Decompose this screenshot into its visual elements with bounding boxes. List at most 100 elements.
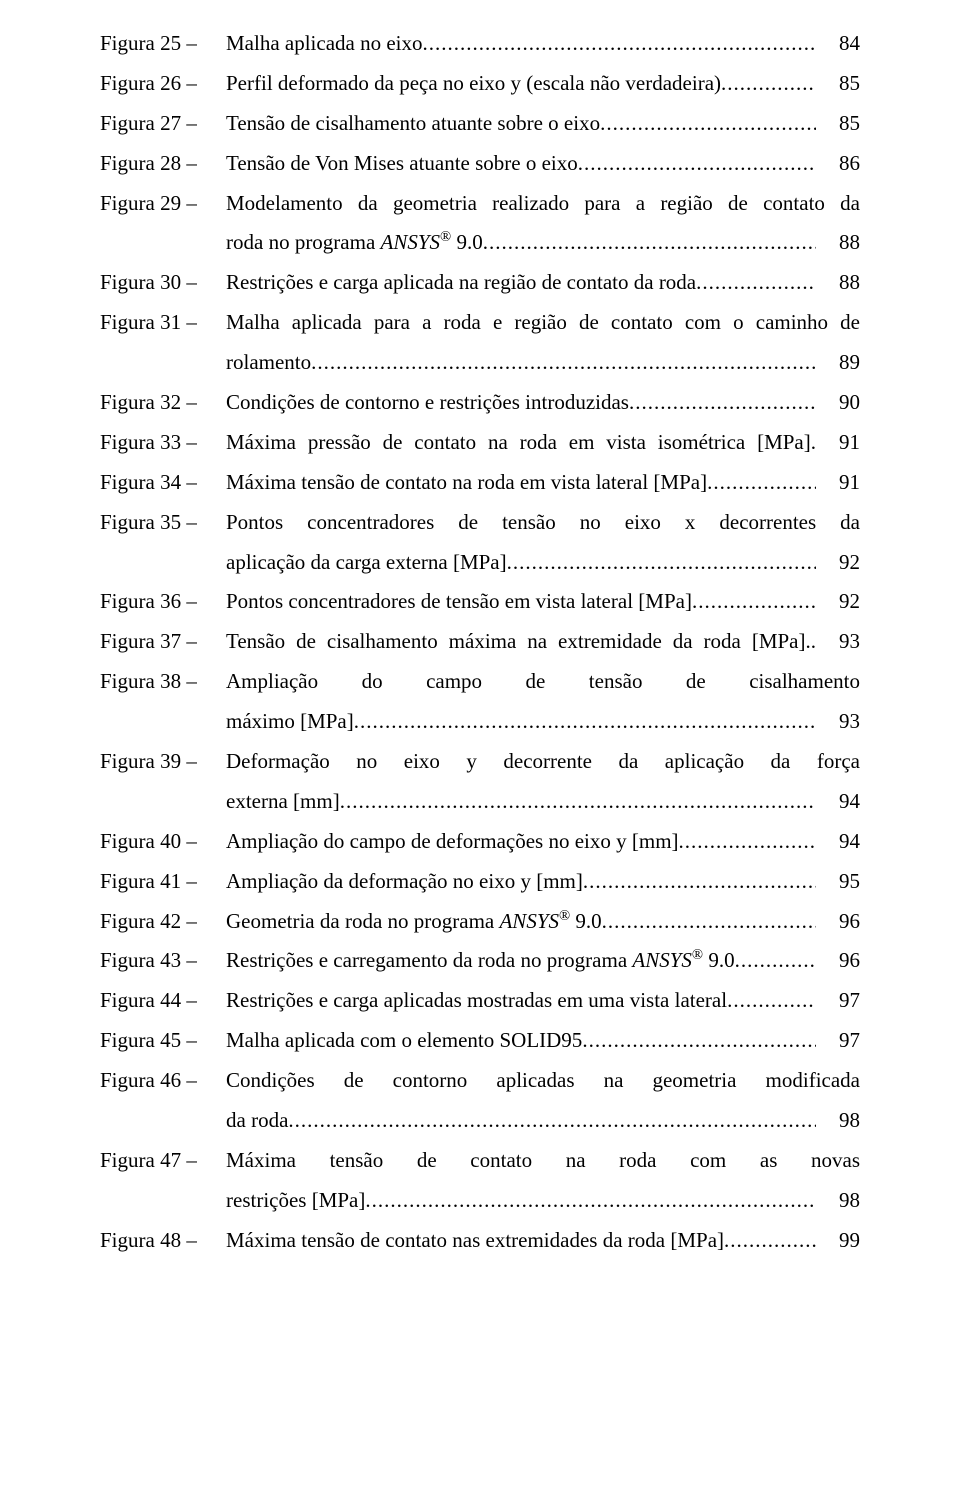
- figure-description: Malha aplicada no eixo: [226, 24, 816, 64]
- page-number: 97: [816, 1021, 860, 1061]
- page-number: 85: [816, 104, 860, 144]
- leader-dots: [340, 789, 816, 813]
- leader-dots: [629, 390, 816, 414]
- figure-label: Figura 31 –: [100, 303, 226, 343]
- page-number: 91: [816, 423, 860, 463]
- figure-description-line2: roda no programa ANSYS® 9.0: [226, 223, 816, 263]
- figure-description-line2: externa [mm]: [226, 782, 816, 822]
- figure-description: Restrições e carregamento da roda no pro…: [226, 941, 816, 981]
- figure-entry-cont: máximo [MPa]93: [100, 702, 860, 742]
- leader-dots: [578, 151, 816, 175]
- figure-entry: Figura 38 –Ampliação do campo de tensão …: [100, 662, 860, 702]
- page-number: 91: [816, 463, 860, 503]
- page-number: 98: [816, 1181, 860, 1221]
- page-number: 97: [816, 981, 860, 1021]
- figure-list: Figura 25 –Malha aplicada no eixo84Figur…: [100, 24, 860, 1261]
- figure-label: Figura 29 –: [100, 184, 226, 224]
- page-number: 85: [816, 64, 860, 104]
- leader-dots: [483, 230, 816, 254]
- leader-dots: [735, 948, 816, 972]
- leader-dots: [727, 988, 816, 1012]
- page-number: 93: [816, 702, 860, 742]
- page-number: 89: [816, 343, 860, 383]
- page-number: 90: [816, 383, 860, 423]
- page-number: 99: [816, 1221, 860, 1261]
- figure-label: Figura 26 –: [100, 64, 226, 104]
- figure-description: Tensão de cisalhamento atuante sobre o e…: [226, 104, 816, 144]
- figure-entry: Figura 34 –Máxima tensão de contato na r…: [100, 463, 860, 503]
- figure-label: Figura 46 –: [100, 1061, 226, 1101]
- figure-entry: Figura 44 –Restrições e carga aplicadas …: [100, 981, 860, 1021]
- figure-description-line1: Deformação no eixo y decorrente da aplic…: [226, 742, 860, 782]
- page-number: 92: [816, 582, 860, 622]
- figure-description: Máxima tensão de contato na roda em vist…: [226, 463, 816, 503]
- page-number: 95: [816, 862, 860, 902]
- figure-entry: Figura 31 –Malha aplicada para a roda e …: [100, 303, 860, 343]
- figure-entry: Figura 35 –Pontos concentradores de tens…: [100, 503, 860, 543]
- figure-entry: Figura 37 –Tensão de cisalhamento máxima…: [100, 622, 860, 662]
- figure-description-line1: Condições de contorno aplicadas na geome…: [226, 1061, 860, 1101]
- leader-dots: [354, 709, 816, 733]
- figure-entry: Figura 39 –Deformação no eixo y decorren…: [100, 742, 860, 782]
- indent-spacer: [100, 1101, 226, 1141]
- figure-label: Figura 25 –: [100, 24, 226, 64]
- figure-label: Figura 27 –: [100, 104, 226, 144]
- page-number: 94: [816, 782, 860, 822]
- figure-description-line2: rolamento: [226, 343, 816, 383]
- indent-spacer: [100, 1181, 226, 1221]
- page-number: 98: [816, 1101, 860, 1141]
- figure-label: Figura 32 –: [100, 383, 226, 423]
- page-number: 94: [816, 822, 860, 862]
- figure-entry-cont: rolamento89: [100, 343, 860, 383]
- indent-spacer: [100, 782, 226, 822]
- page-number: 93: [816, 622, 860, 662]
- page-number: 96: [816, 902, 860, 942]
- figure-description: Tensão de cisalhamento máxima na extremi…: [226, 622, 816, 662]
- figure-description: Ampliação do campo de deformações no eix…: [226, 822, 816, 862]
- leader-dots: [602, 909, 816, 933]
- leader-dots: [692, 589, 816, 613]
- indent-spacer: [100, 543, 226, 583]
- figure-description-line1: Modelamento da geometria realizado para …: [226, 184, 860, 224]
- leader-dots: [707, 470, 816, 494]
- figure-description: Pontos concentradores de tensão em vista…: [226, 582, 816, 622]
- figure-label: Figura 38 –: [100, 662, 226, 702]
- figure-label: Figura 48 –: [100, 1221, 226, 1261]
- figure-description-line2: aplicação da carga externa [MPa]: [226, 543, 816, 583]
- figure-label: Figura 42 –: [100, 902, 226, 942]
- figure-entry: Figura 48 –Máxima tensão de contato nas …: [100, 1221, 860, 1261]
- figure-entry: Figura 33 –Máxima pressão de contato na …: [100, 423, 860, 463]
- figure-description-line1: Máxima tensão de contato na roda com as …: [226, 1141, 860, 1181]
- page-number: 86: [816, 144, 860, 184]
- leader-dots: [724, 1228, 816, 1252]
- figure-label: Figura 30 –: [100, 263, 226, 303]
- figure-description-line1: Pontos concentradores de tensão no eixo …: [226, 503, 860, 543]
- page-number: 96: [816, 941, 860, 981]
- figure-label: Figura 33 –: [100, 423, 226, 463]
- figure-label: Figura 44 –: [100, 981, 226, 1021]
- leader-dots: [582, 1028, 816, 1052]
- page-number: 88: [816, 223, 860, 263]
- figure-entry: Figura 26 –Perfil deformado da peça no e…: [100, 64, 860, 104]
- leader-dots: [696, 270, 816, 294]
- figure-entry: Figura 25 –Malha aplicada no eixo84: [100, 24, 860, 64]
- figure-entry: Figura 27 –Tensão de cisalhamento atuant…: [100, 104, 860, 144]
- figure-description: Tensão de Von Mises atuante sobre o eixo: [226, 144, 816, 184]
- figure-label: Figura 28 –: [100, 144, 226, 184]
- figure-entry: Figura 36 –Pontos concentradores de tens…: [100, 582, 860, 622]
- indent-spacer: [100, 702, 226, 742]
- figure-label: Figura 34 –: [100, 463, 226, 503]
- figure-description: Restrições e carga aplicada na região de…: [226, 263, 816, 303]
- leader-dots: [288, 1108, 816, 1132]
- leader-dots: [423, 31, 816, 55]
- page-number: 92: [816, 543, 860, 583]
- figure-entry: Figura 43 –Restrições e carregamento da …: [100, 941, 860, 981]
- figure-label: Figura 39 –: [100, 742, 226, 782]
- figure-entry: Figura 32 –Condições de contorno e restr…: [100, 383, 860, 423]
- figure-entry-cont: da roda98: [100, 1101, 860, 1141]
- figure-label: Figura 37 –: [100, 622, 226, 662]
- figure-entry-cont: restrições [MPa]98: [100, 1181, 860, 1221]
- leader-dots: [600, 111, 816, 135]
- figure-entry: Figura 47 –Máxima tensão de contato na r…: [100, 1141, 860, 1181]
- indent-spacer: [100, 343, 226, 383]
